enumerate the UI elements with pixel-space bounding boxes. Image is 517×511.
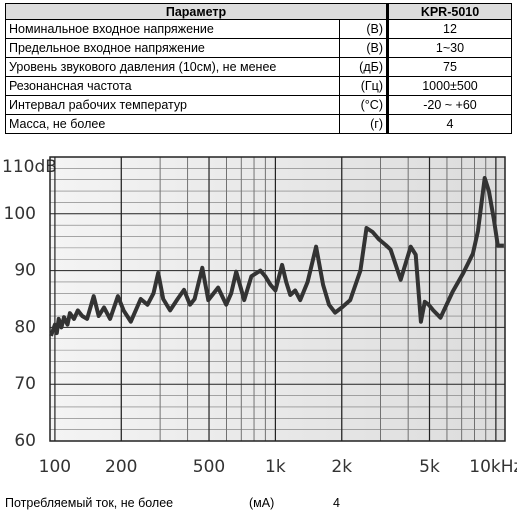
x-tick-label: 200 [105, 457, 137, 477]
x-tick-label: 1k [265, 457, 286, 477]
table-row: Уровень звукового давления (10см), не ме… [5, 57, 512, 77]
y-tick-label: 60 [14, 431, 36, 451]
footer-param: Потребляемый ток, не более [5, 496, 174, 510]
table-cell: 1000±500 [387, 76, 512, 96]
table-cell: 75 [387, 57, 512, 77]
footer-value: 4 [333, 496, 340, 510]
y-tick-label: 90 [14, 261, 36, 281]
table-row: Предельное входное напряжение (В) 1~30 [5, 38, 512, 58]
table-cell: (г) [339, 114, 389, 134]
table-cell: 1~30 [387, 38, 512, 58]
table-cell: 12 [387, 19, 512, 39]
table-cell: (дБ) [339, 57, 389, 77]
spec-table: Параметр KPR-5010 Номинальное входное на… [5, 3, 512, 134]
y-tick-label: 100 [4, 204, 36, 224]
plot-frame [49, 156, 506, 442]
footer-unit: (мА) [249, 496, 275, 510]
table-cell: 4 [387, 114, 512, 134]
x-tick-label: 10kHz [469, 457, 517, 477]
header-cell: KPR-5010 [387, 3, 512, 20]
table-row: Масса, не более (г) 4 [5, 114, 512, 134]
table-row: Интервал рабочих температур (°С) -20 ~ +60 [5, 95, 512, 115]
response-curve [49, 176, 504, 337]
y-tick-label: 110dB [2, 157, 57, 177]
table-cell: Резонансная частота [5, 76, 340, 96]
y-tick-label: 70 [14, 374, 36, 394]
table-cell: (В) [339, 38, 389, 58]
table-cell: (°С) [339, 95, 389, 115]
table-cell: Номинальное входное напряжение [5, 19, 340, 39]
chart: 60 70 80 90 100 110dB 100 200 500 1k 2k 5k 10kHz [2, 156, 517, 477]
x-tick-label: 5k [419, 457, 440, 477]
header-cell: Параметр [5, 3, 389, 20]
table-cell: Предельное входное напряжение [5, 38, 340, 58]
y-tick-label: 80 [14, 317, 36, 337]
table-body: Номинальное входное напряжение (В) 12 Преде… [5, 19, 512, 134]
x-tick-label: 2k [331, 457, 352, 477]
x-tick-label: 500 [193, 457, 225, 477]
header-row: Параметр KPR-5010 [5, 3, 512, 20]
table-cell: Масса, не более [5, 114, 340, 134]
table-cell: (Гц) [339, 76, 389, 96]
table-cell: -20 ~ +60 [387, 95, 512, 115]
table-cell: Интервал рабочих температур [5, 95, 340, 115]
table-row: Резонансная частота (Гц) 1000±500 [5, 76, 512, 96]
x-tick-label: 100 [39, 457, 71, 477]
table-cell: (В) [339, 19, 389, 39]
table-row: Номинальное входное напряжение (В) 12 [5, 19, 512, 39]
table-cell: Уровень звукового давления (10см), не ме… [5, 57, 340, 77]
